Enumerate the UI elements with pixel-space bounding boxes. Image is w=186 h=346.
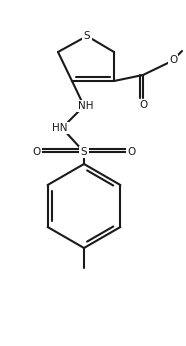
Text: HN: HN [52,123,68,133]
Text: O: O [139,100,147,110]
Text: NH: NH [78,101,94,111]
Text: S: S [84,31,90,41]
Text: O: O [169,55,177,65]
Text: O: O [127,147,135,157]
Text: S: S [81,147,87,157]
Text: O: O [33,147,41,157]
